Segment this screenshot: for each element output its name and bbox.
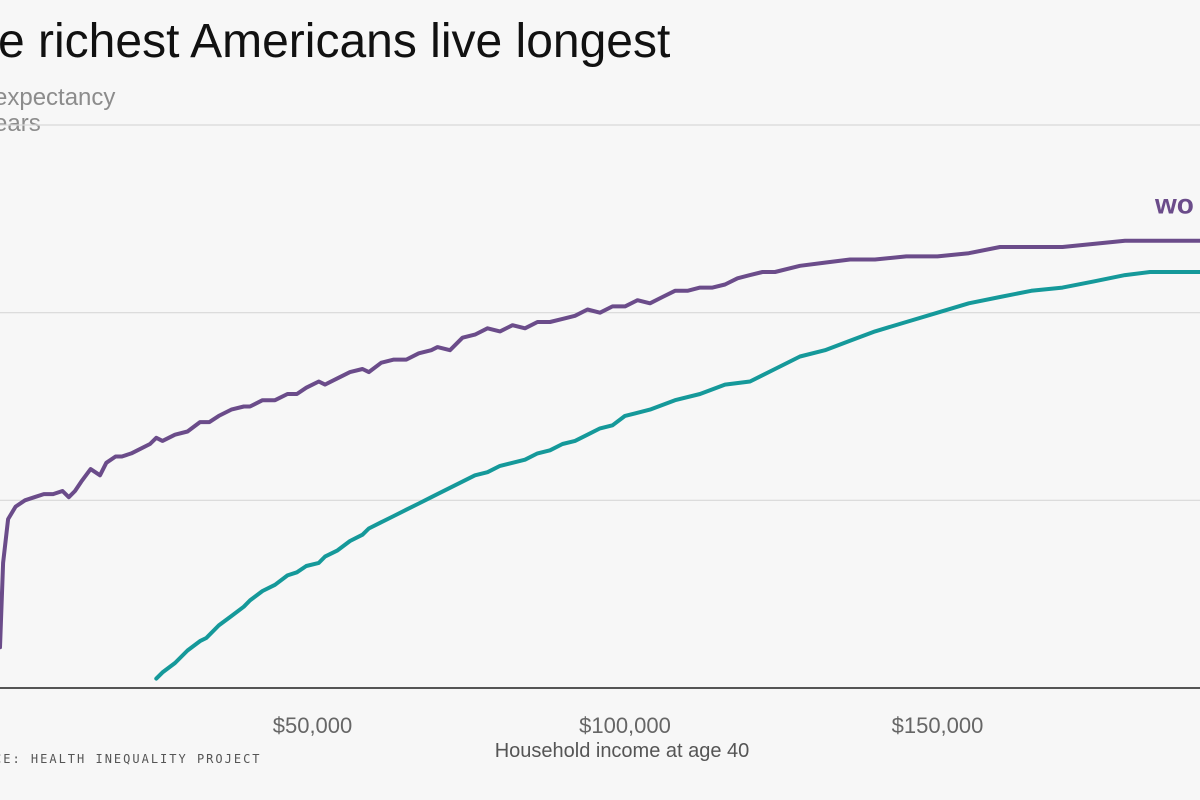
- series-line-women: [0, 238, 1200, 650]
- chart-title: e richest Americans live longest: [0, 15, 671, 68]
- y-axis-label-line-1: expectancy: [0, 84, 116, 111]
- x-tick-label-100000: $100,000: [579, 713, 671, 738]
- y-axis-label-line-2: ears: [0, 110, 41, 137]
- x-axis-ticks: $50,000$100,000$150,000$: [273, 713, 984, 738]
- series-label-women: wo: [1154, 189, 1194, 220]
- source-note: CE: HEALTH INEQUALITY PROJECT: [0, 752, 262, 766]
- series-line-men: [154, 270, 1200, 681]
- x-axis-label: Household income at age 40: [495, 740, 750, 762]
- series-group: wo: [0, 189, 1200, 681]
- x-tick-label-50000: $50,000: [273, 713, 353, 738]
- x-tick-label-150000: $150,000: [892, 713, 984, 738]
